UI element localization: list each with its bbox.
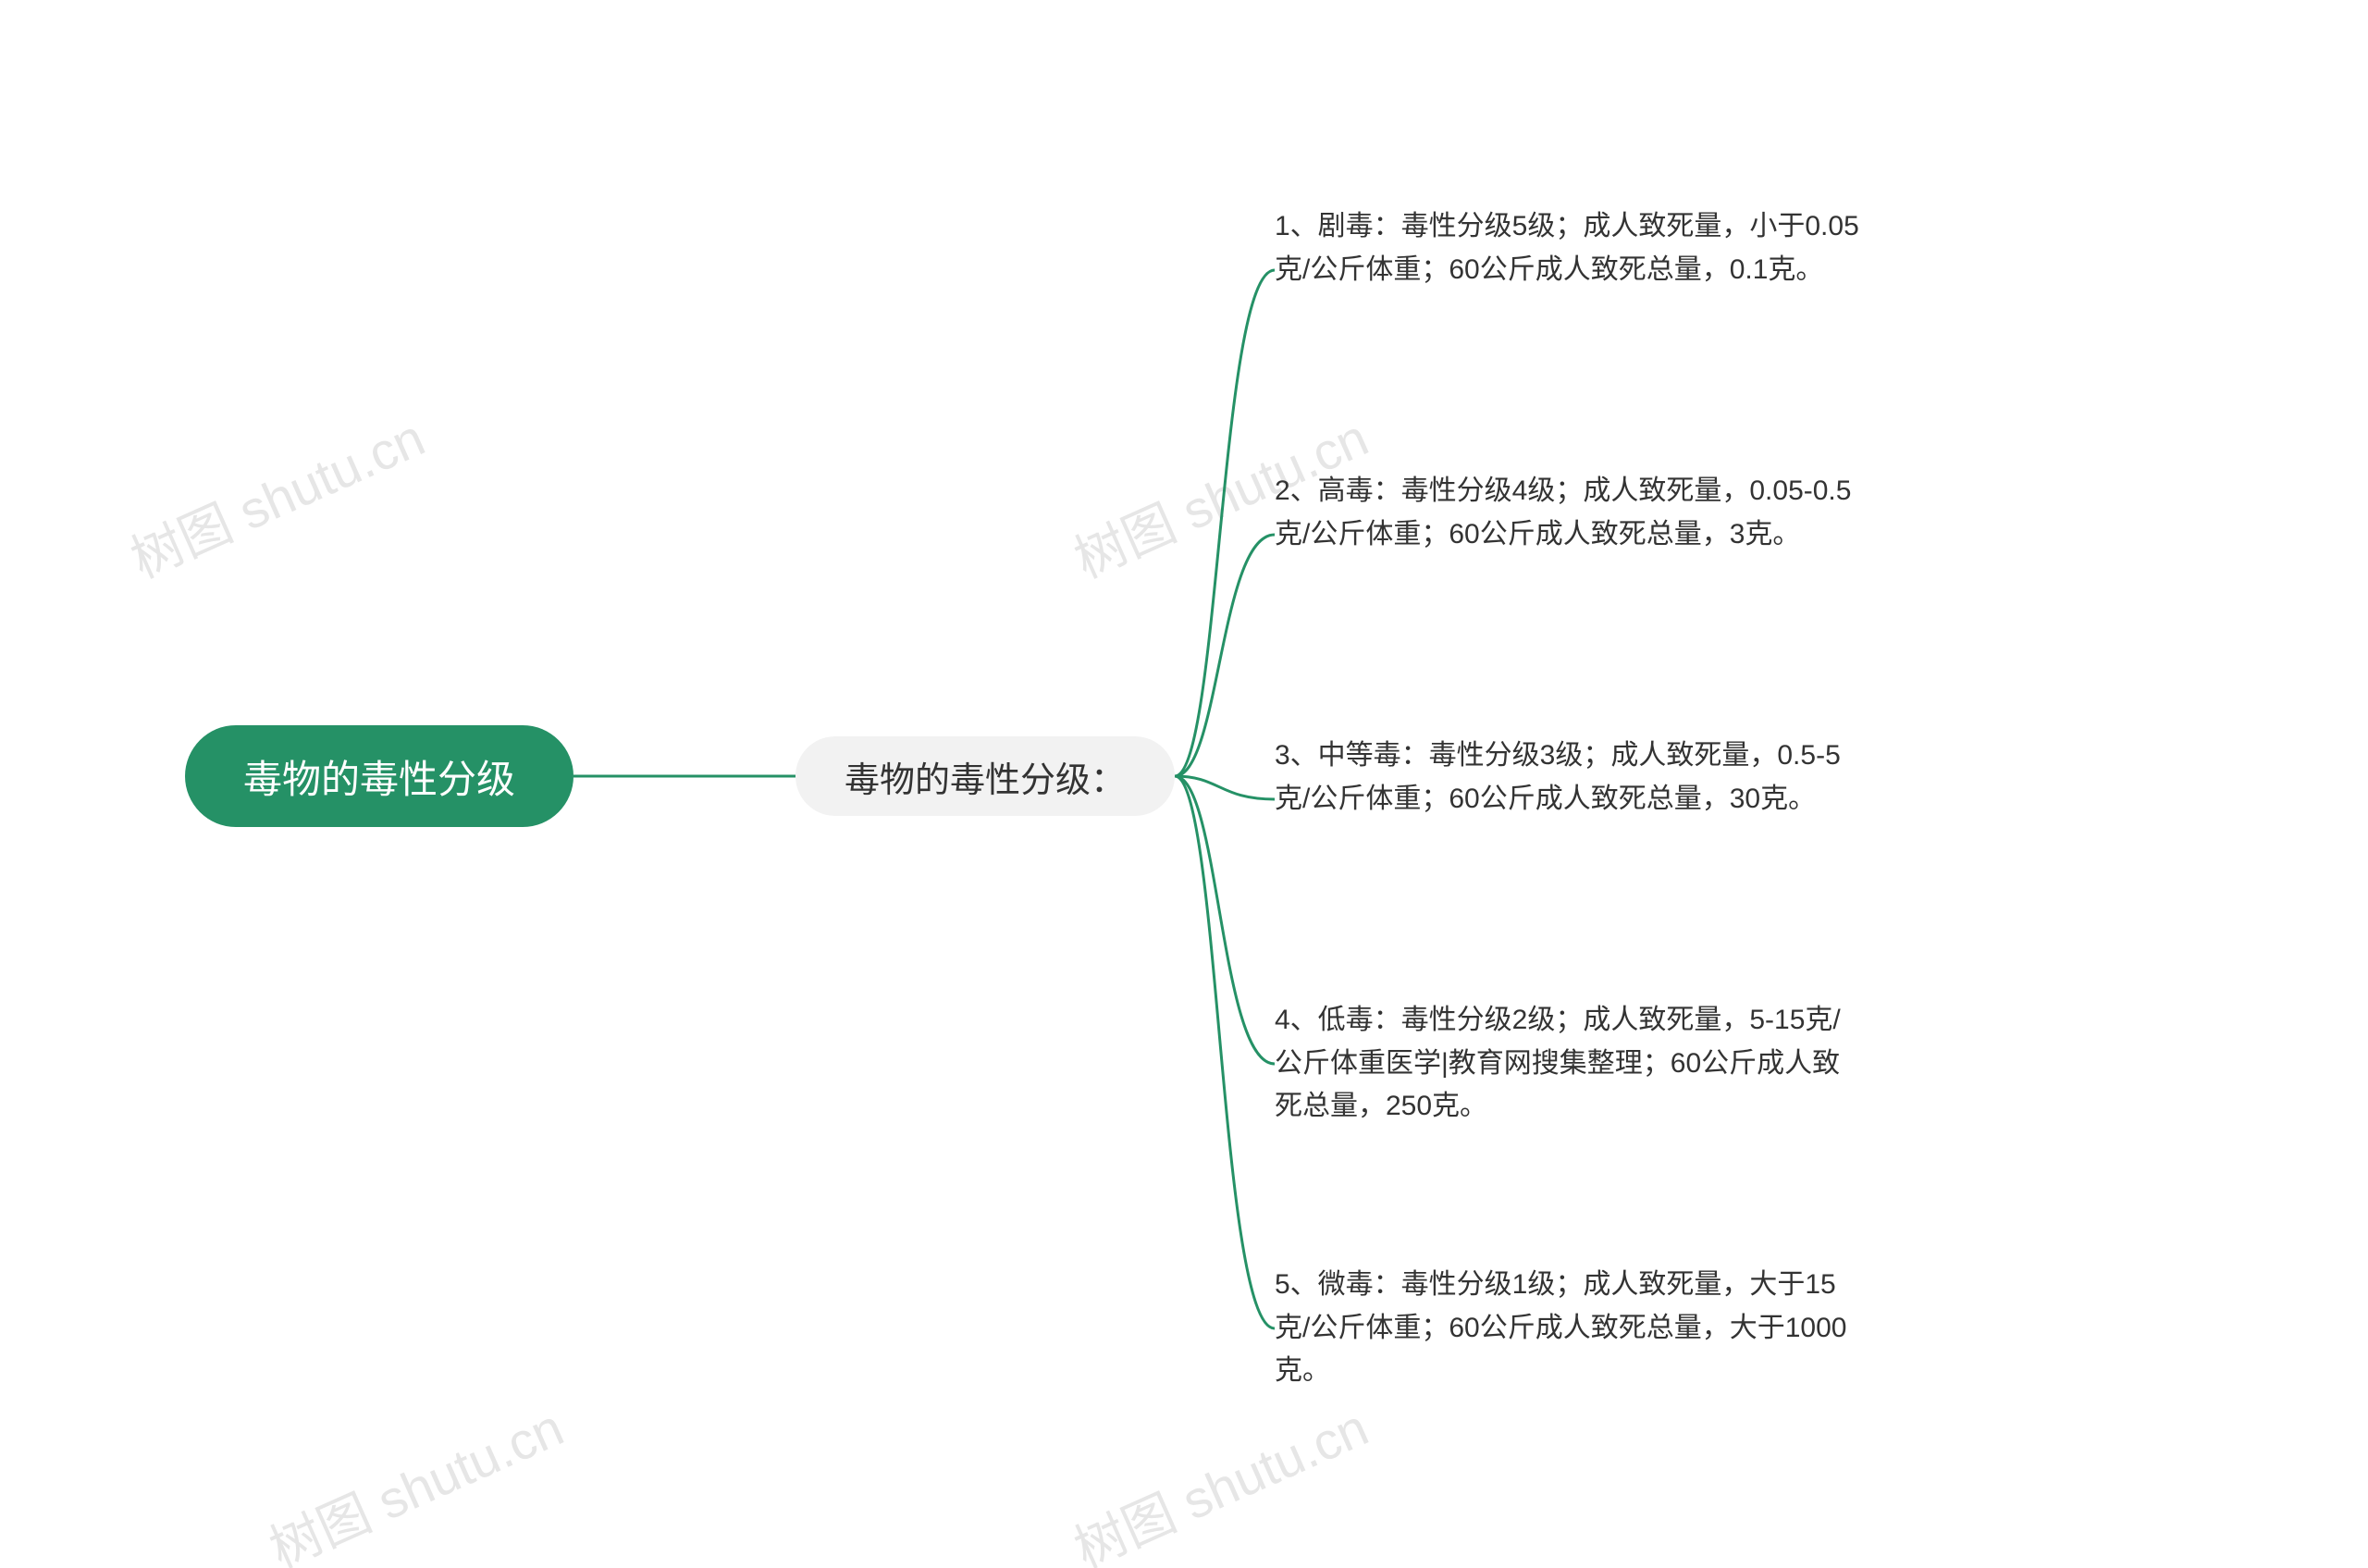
watermark: 树图 shutu.cn: [1061, 1387, 1378, 1568]
watermark: 树图 shutu.cn: [117, 397, 435, 593]
leaf-node: 2、高毒：毒性分级4级；成人致死量，0.05-0.5克/公斤体重；60公斤成人致…: [1275, 470, 1867, 556]
leaf-node: 3、中等毒：毒性分级3级；成人致死量，0.5-5克/公斤体重；60公斤成人致死总…: [1275, 735, 1867, 821]
sub-node: 毒物的毒性分级：: [796, 736, 1175, 816]
root-node: 毒物的毒性分级: [185, 725, 574, 827]
leaf-node: 4、低毒：毒性分级2级；成人致死量，5-15克/公斤体重医学|教育网搜集整理；6…: [1275, 999, 1867, 1129]
watermark: 树图 shutu.cn: [256, 1387, 574, 1568]
leaf-node: 1、剧毒：毒性分级5级；成人致死量，小于0.05克/公斤体重；60公斤成人致死总…: [1275, 205, 1867, 291]
leaf-node: 5、微毒：毒性分级1级；成人致死量，大于15克/公斤体重；60公斤成人致死总量，…: [1275, 1264, 1867, 1393]
